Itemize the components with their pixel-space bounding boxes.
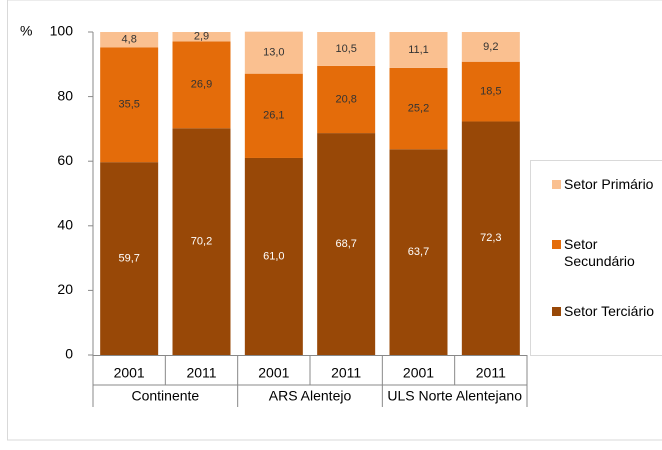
bar-segment bbox=[244, 157, 303, 355]
legend-swatch bbox=[552, 240, 561, 249]
legend-swatch bbox=[552, 180, 561, 189]
x-tick-label: 2011 bbox=[476, 365, 506, 381]
y-axis-label: % bbox=[20, 23, 32, 39]
value-label: 9,2 bbox=[483, 41, 498, 53]
value-label: 61,0 bbox=[263, 250, 284, 262]
x-tick-label: 2001 bbox=[114, 365, 145, 381]
y-tick-label: 60 bbox=[57, 152, 73, 168]
bar-segment bbox=[244, 73, 303, 158]
bar-segment bbox=[389, 149, 448, 355]
x-tick-label: 2011 bbox=[331, 365, 361, 381]
y-tick-label: 0 bbox=[65, 346, 73, 362]
x-tick-label: 2001 bbox=[403, 365, 434, 381]
y-tick-label: 20 bbox=[57, 281, 73, 297]
bar-segment bbox=[389, 67, 448, 150]
x-tick-label: 2001 bbox=[258, 365, 289, 381]
y-tick-label: 80 bbox=[57, 87, 73, 103]
value-label: 26,9 bbox=[191, 79, 212, 91]
value-label: 26,1 bbox=[263, 110, 284, 122]
legend-label: Setor Terciário bbox=[564, 303, 655, 319]
bar-segment bbox=[172, 128, 231, 355]
legend-frame bbox=[530, 160, 662, 356]
value-label: 10,5 bbox=[335, 43, 356, 55]
bar-segment bbox=[100, 32, 159, 48]
value-label: 72,3 bbox=[480, 232, 501, 244]
value-label: 59,7 bbox=[118, 252, 139, 264]
value-label: 35,5 bbox=[118, 99, 139, 111]
y-tick-label: 40 bbox=[57, 217, 73, 233]
value-label: 63,7 bbox=[408, 246, 429, 258]
bar-segment bbox=[317, 133, 376, 355]
bar-segment bbox=[461, 121, 520, 355]
value-label: 18,5 bbox=[480, 85, 501, 97]
value-label: 11,1 bbox=[408, 44, 429, 56]
legend-item: Setor Secundário bbox=[552, 236, 662, 270]
value-label: 20,8 bbox=[335, 93, 356, 105]
bar-segment bbox=[461, 61, 520, 122]
legend-label: Setor Primário bbox=[564, 176, 654, 192]
value-label: 70,2 bbox=[191, 236, 212, 248]
bar-segment bbox=[317, 65, 376, 134]
group-label: Continente bbox=[131, 388, 199, 404]
bar-segment bbox=[100, 47, 159, 163]
bar-segment bbox=[172, 32, 231, 42]
group-label: ULS Norte Alentejano bbox=[387, 388, 522, 404]
value-label: 13,0 bbox=[263, 47, 284, 59]
legend-swatch bbox=[552, 307, 561, 316]
bar-segment bbox=[244, 31, 303, 74]
value-label: 4,8 bbox=[122, 34, 137, 46]
x-tick-label: 2011 bbox=[186, 365, 216, 381]
bar-segment bbox=[317, 32, 376, 66]
legend-item: Setor Terciário bbox=[552, 303, 662, 320]
group-label: ARS Alentejo bbox=[269, 388, 352, 404]
value-label: 2,9 bbox=[194, 31, 209, 43]
bar-segment bbox=[461, 32, 520, 62]
chart-frame bbox=[7, 0, 662, 441]
bar-segment bbox=[172, 41, 231, 129]
value-label: 25,2 bbox=[408, 102, 429, 114]
legend-item: Setor Primário bbox=[552, 176, 662, 193]
value-label: 68,7 bbox=[335, 238, 356, 250]
bar-segment bbox=[100, 162, 159, 355]
y-tick-label: 100 bbox=[50, 23, 74, 39]
legend-label: Setor Secundário bbox=[564, 236, 635, 269]
bar-segment bbox=[389, 32, 448, 68]
